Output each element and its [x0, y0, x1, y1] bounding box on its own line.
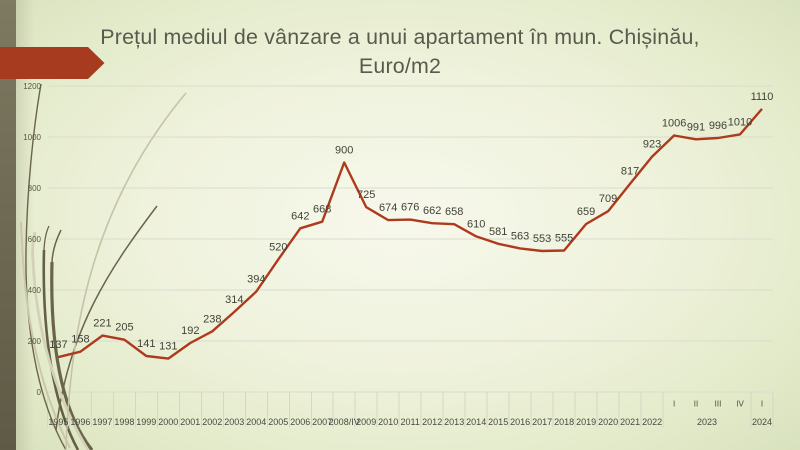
svg-text:658: 658	[445, 206, 463, 218]
svg-text:1996: 1996	[70, 417, 90, 427]
svg-text:192: 192	[181, 325, 199, 337]
svg-text:2024: 2024	[752, 417, 772, 427]
svg-text:2010: 2010	[378, 417, 398, 427]
svg-text:IV: IV	[736, 400, 744, 409]
svg-text:996: 996	[709, 120, 727, 132]
svg-text:1998: 1998	[114, 417, 134, 427]
svg-text:1006: 1006	[662, 118, 686, 130]
svg-text:668: 668	[313, 204, 331, 216]
svg-text:1110: 1110	[751, 91, 774, 103]
svg-text:900: 900	[335, 145, 353, 157]
svg-text:2022: 2022	[642, 417, 662, 427]
svg-text:659: 659	[577, 206, 595, 218]
svg-text:2017: 2017	[532, 417, 552, 427]
svg-text:520: 520	[269, 241, 287, 253]
svg-text:2003: 2003	[224, 417, 244, 427]
svg-text:1999: 1999	[136, 417, 156, 427]
svg-text:2021: 2021	[620, 417, 640, 427]
svg-text:314: 314	[225, 294, 243, 306]
svg-text:137: 137	[49, 339, 67, 351]
svg-text:2006: 2006	[290, 417, 310, 427]
svg-text:158: 158	[71, 334, 89, 346]
svg-text:III: III	[715, 400, 722, 409]
svg-text:2008/IV: 2008/IV	[329, 417, 360, 427]
svg-text:1000: 1000	[23, 133, 41, 142]
svg-text:205: 205	[115, 322, 133, 334]
svg-text:553: 553	[533, 233, 551, 245]
svg-text:141: 141	[137, 338, 155, 350]
svg-text:221: 221	[93, 318, 111, 330]
svg-text:200: 200	[28, 337, 42, 346]
svg-text:642: 642	[291, 210, 309, 222]
svg-text:2005: 2005	[268, 417, 288, 427]
svg-text:923: 923	[643, 139, 661, 151]
svg-text:2009: 2009	[356, 417, 376, 427]
svg-text:2016: 2016	[510, 417, 530, 427]
svg-text:2012: 2012	[422, 417, 442, 427]
svg-text:725: 725	[357, 189, 375, 201]
svg-text:674: 674	[379, 202, 397, 214]
svg-text:400: 400	[28, 286, 42, 295]
svg-text:2000: 2000	[158, 417, 178, 427]
svg-text:817: 817	[621, 166, 639, 178]
svg-text:1997: 1997	[92, 417, 112, 427]
svg-text:555: 555	[555, 233, 573, 245]
svg-text:2019: 2019	[576, 417, 596, 427]
svg-text:2023: 2023	[697, 417, 717, 427]
svg-text:131: 131	[159, 341, 177, 353]
svg-text:563: 563	[511, 230, 529, 242]
svg-text:II: II	[694, 400, 698, 409]
svg-text:2004: 2004	[246, 417, 266, 427]
svg-text:581: 581	[489, 226, 507, 238]
svg-text:394: 394	[247, 274, 265, 286]
svg-text:2013: 2013	[444, 417, 464, 427]
svg-text:I: I	[761, 400, 763, 409]
svg-text:2011: 2011	[401, 417, 420, 427]
svg-text:2001: 2001	[180, 417, 200, 427]
svg-text:238: 238	[203, 313, 221, 325]
svg-text:676: 676	[401, 202, 419, 214]
svg-text:2007: 2007	[312, 417, 332, 427]
svg-text:600: 600	[28, 235, 42, 244]
svg-text:610: 610	[467, 218, 485, 230]
svg-text:0: 0	[37, 388, 42, 397]
svg-text:1010: 1010	[728, 116, 752, 128]
svg-text:2020: 2020	[598, 417, 618, 427]
svg-text:2015: 2015	[488, 417, 508, 427]
svg-text:662: 662	[423, 205, 441, 217]
svg-text:709: 709	[599, 193, 617, 205]
svg-text:I: I	[673, 400, 675, 409]
svg-text:2018: 2018	[554, 417, 574, 427]
svg-text:800: 800	[28, 184, 42, 193]
svg-text:2002: 2002	[202, 417, 222, 427]
svg-text:1995: 1995	[48, 417, 68, 427]
svg-text:2014: 2014	[466, 417, 486, 427]
svg-text:1200: 1200	[23, 82, 41, 91]
svg-text:991: 991	[687, 121, 705, 133]
